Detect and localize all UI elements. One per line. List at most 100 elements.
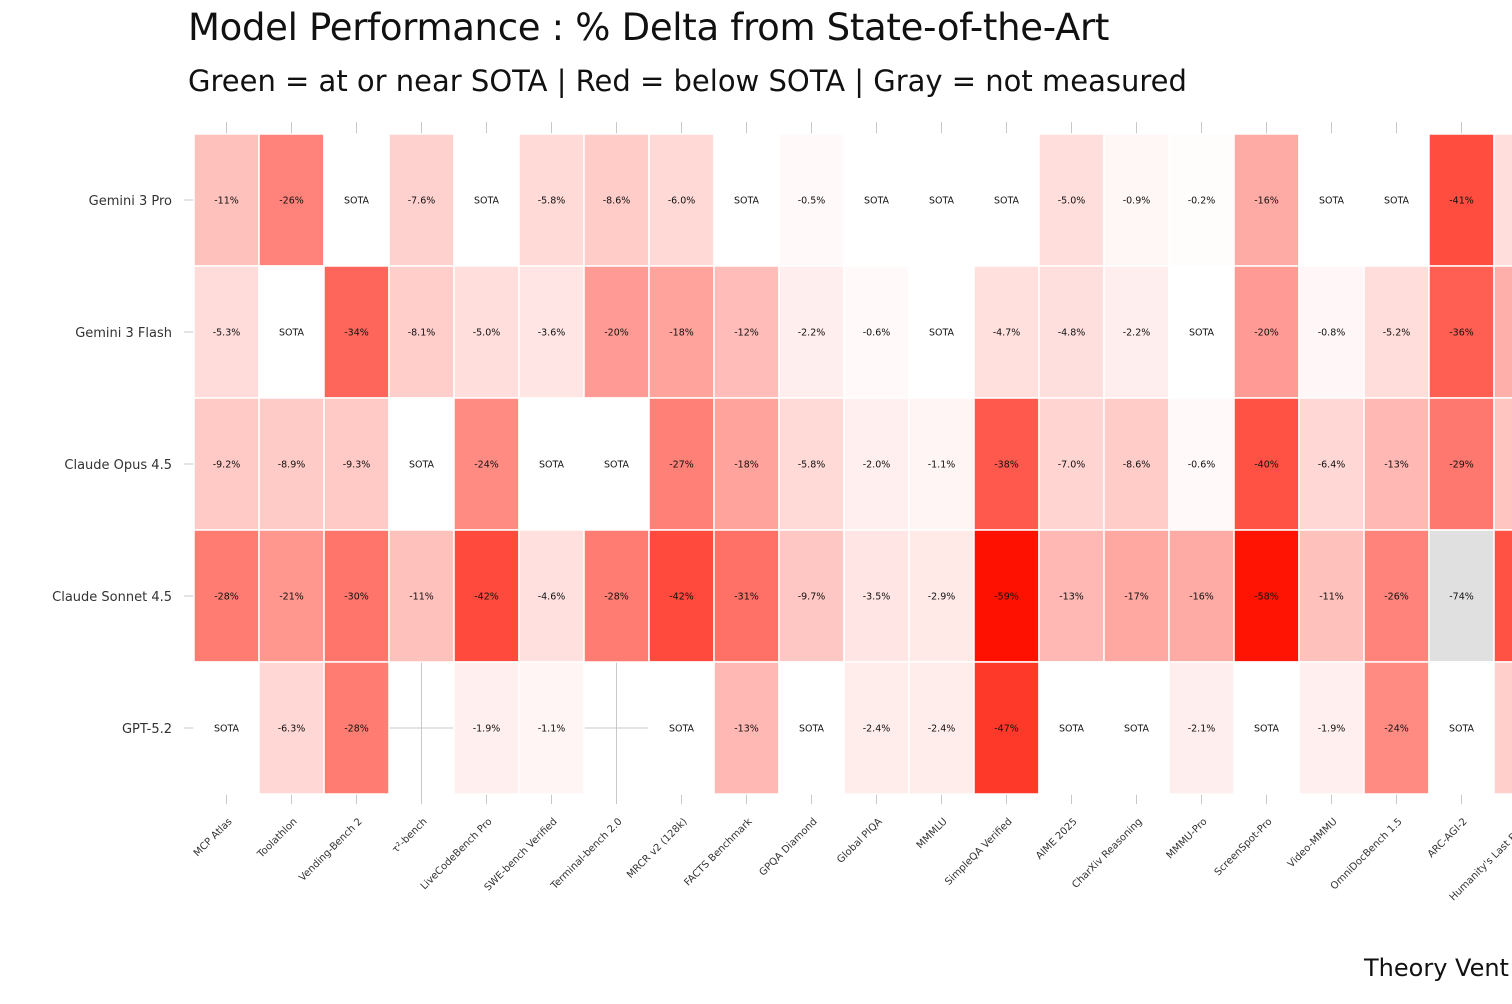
heatmap-cell	[1103, 133, 1170, 267]
heatmap-cell	[258, 265, 325, 399]
cell-label: -9.7%	[798, 592, 826, 603]
heatmap-cell	[1298, 529, 1365, 663]
cell-label: -2.4%	[928, 724, 956, 735]
cell-label: -28%	[604, 592, 629, 603]
heatmap-cell	[1168, 529, 1235, 663]
heatmap-cell	[323, 397, 390, 531]
column-label: FACTS Benchmark	[682, 816, 754, 888]
cell-label: SOTA	[929, 328, 955, 339]
cell-label: -5.3%	[213, 328, 241, 339]
cell-label: -6.0%	[668, 196, 696, 207]
cell-label: SOTA	[1254, 724, 1280, 735]
heatmap-cell	[323, 661, 390, 795]
cell-label: -24%	[1384, 724, 1409, 735]
cell-label: -59%	[994, 592, 1019, 603]
cell-label: -20%	[604, 328, 629, 339]
heatmap-cell	[1103, 265, 1170, 399]
heatmap-cell	[518, 397, 585, 531]
heatmap-cell	[583, 397, 650, 531]
cell-label: -3.5%	[863, 592, 891, 603]
column-label: Video-MMMU	[1286, 816, 1340, 870]
cell-label: -12%	[734, 328, 759, 339]
heatmap-cell	[323, 529, 390, 663]
cell-label: -5.8%	[798, 460, 826, 471]
cell-label: -0.6%	[863, 328, 891, 339]
heatmap-cell	[1103, 529, 1170, 663]
cell-label: -74%	[1449, 592, 1474, 603]
cell-label: -2.4%	[863, 724, 891, 735]
cell-label: SOTA	[734, 196, 760, 207]
cell-label: SOTA	[1319, 196, 1345, 207]
cell-label: -0.8%	[1318, 328, 1346, 339]
cell-label: -17%	[1124, 592, 1149, 603]
heatmap-cell	[518, 529, 585, 663]
heatmap-cell	[583, 529, 650, 663]
cell-label: SOTA	[929, 196, 955, 207]
cell-label: -29%	[1449, 460, 1474, 471]
heatmap-cell	[778, 661, 845, 795]
heatmap-cell	[908, 133, 975, 267]
cell-label: -58%	[1254, 592, 1279, 603]
cell-label: -7.6%	[408, 196, 436, 207]
heatmap-cell	[843, 661, 910, 795]
cell-label: -27%	[669, 460, 694, 471]
cell-label: -18%	[669, 328, 694, 339]
cell-label: -8.9%	[278, 460, 306, 471]
cell-label: -40%	[1254, 460, 1279, 471]
heatmap-cell	[323, 265, 390, 399]
heatmap-cell	[973, 661, 1040, 795]
cell-label: -28%	[214, 592, 239, 603]
heatmap-cell	[713, 529, 780, 663]
cell-label: -0.6%	[1188, 460, 1216, 471]
column-label: ARC-AGI-2	[1426, 816, 1470, 860]
cell-label: -21%	[279, 592, 304, 603]
heatmap-cell	[1168, 661, 1235, 795]
cell-label: -6.3%	[278, 724, 306, 735]
heatmap-cell	[713, 133, 780, 267]
cell-label: -4.7%	[993, 328, 1021, 339]
heatmap-cell	[193, 265, 260, 399]
chart-subtitle: Green = at or near SOTA | Red = below SO…	[188, 64, 1187, 98]
column-label: Terminal-bench 2.0	[549, 816, 625, 892]
heatmap-cell	[1428, 529, 1495, 663]
cell-label: -2.0%	[863, 460, 891, 471]
heatmap-cells	[193, 133, 1512, 795]
heatmap-cell	[778, 529, 845, 663]
credit-text: Theory Vent	[1364, 954, 1509, 982]
heatmap-cell	[648, 265, 715, 399]
cell-label: -1.9%	[1318, 724, 1346, 735]
cell-label: -26%	[279, 196, 304, 207]
heatmap-cell	[388, 265, 455, 399]
heatmap-cell	[388, 397, 455, 531]
column-label: AIME 2025	[1034, 816, 1080, 862]
heatmap-cell	[1298, 661, 1365, 795]
heatmap-cell	[1298, 133, 1365, 267]
column-label: SWE-bench Verified	[483, 816, 560, 893]
heatmap-cell	[1493, 133, 1512, 267]
row-label: GPT-5.2	[122, 722, 172, 737]
heatmap-cell	[1363, 661, 1430, 795]
heatmap-cell	[1493, 397, 1512, 531]
heatmap-cell	[453, 133, 520, 267]
heatmap-cell	[193, 529, 260, 663]
heatmap-cell	[908, 265, 975, 399]
cell-label: -20%	[1254, 328, 1279, 339]
cell-label: -34%	[344, 328, 369, 339]
cell-label: -11%	[409, 592, 434, 603]
heatmap-cell	[1038, 397, 1105, 531]
heatmap-cell	[713, 265, 780, 399]
column-label: ScreenSpot-Pro	[1213, 816, 1275, 878]
row-labels: Gemini 3 Pro Gemini 3 Flash Claude Opus 4.…	[52, 194, 172, 737]
heatmap-cell	[258, 661, 325, 795]
row-label: Gemini 3 Pro	[89, 194, 172, 209]
cell-label: -13%	[1059, 592, 1084, 603]
row-label: Claude Opus 4.5	[64, 458, 172, 473]
cell-label: SOTA	[799, 724, 825, 735]
cell-label: SOTA	[474, 196, 500, 207]
cell-label: -8.6%	[603, 196, 631, 207]
heatmap-cell	[1493, 265, 1512, 399]
column-label: MMMU-Pro	[1165, 816, 1210, 861]
cell-label: -2.1%	[1188, 724, 1216, 735]
cell-label: -18%	[734, 460, 759, 471]
